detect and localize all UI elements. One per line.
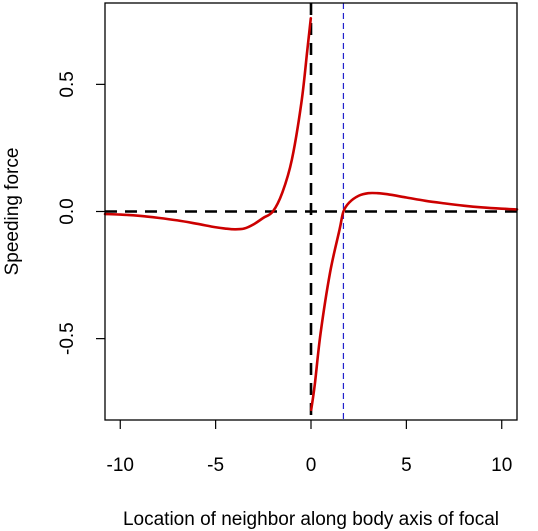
x-tick-label: 10: [491, 455, 512, 476]
x-tick-label: 0: [306, 455, 317, 476]
x-axis-label: Location of neighbor along body axis of …: [123, 509, 499, 530]
reference-lines: [105, 3, 517, 420]
x-tick-label: -10: [107, 455, 134, 476]
x-tick-label: 5: [401, 455, 412, 476]
y-tick-label: 0.5: [57, 71, 78, 97]
y-tick-label: 0.0: [57, 198, 78, 224]
y-axis: -0.5 0.0 0.5: [57, 71, 105, 355]
x-tick-label: -5: [207, 455, 224, 476]
series-line: [103, 16, 313, 231]
x-axis: -10 -5 0 5 10: [107, 420, 512, 476]
data-series: [103, 16, 519, 412]
y-axis-label: Speeding force: [2, 148, 23, 276]
series-line: [309, 191, 519, 412]
y-tick-label: -0.5: [57, 322, 78, 355]
